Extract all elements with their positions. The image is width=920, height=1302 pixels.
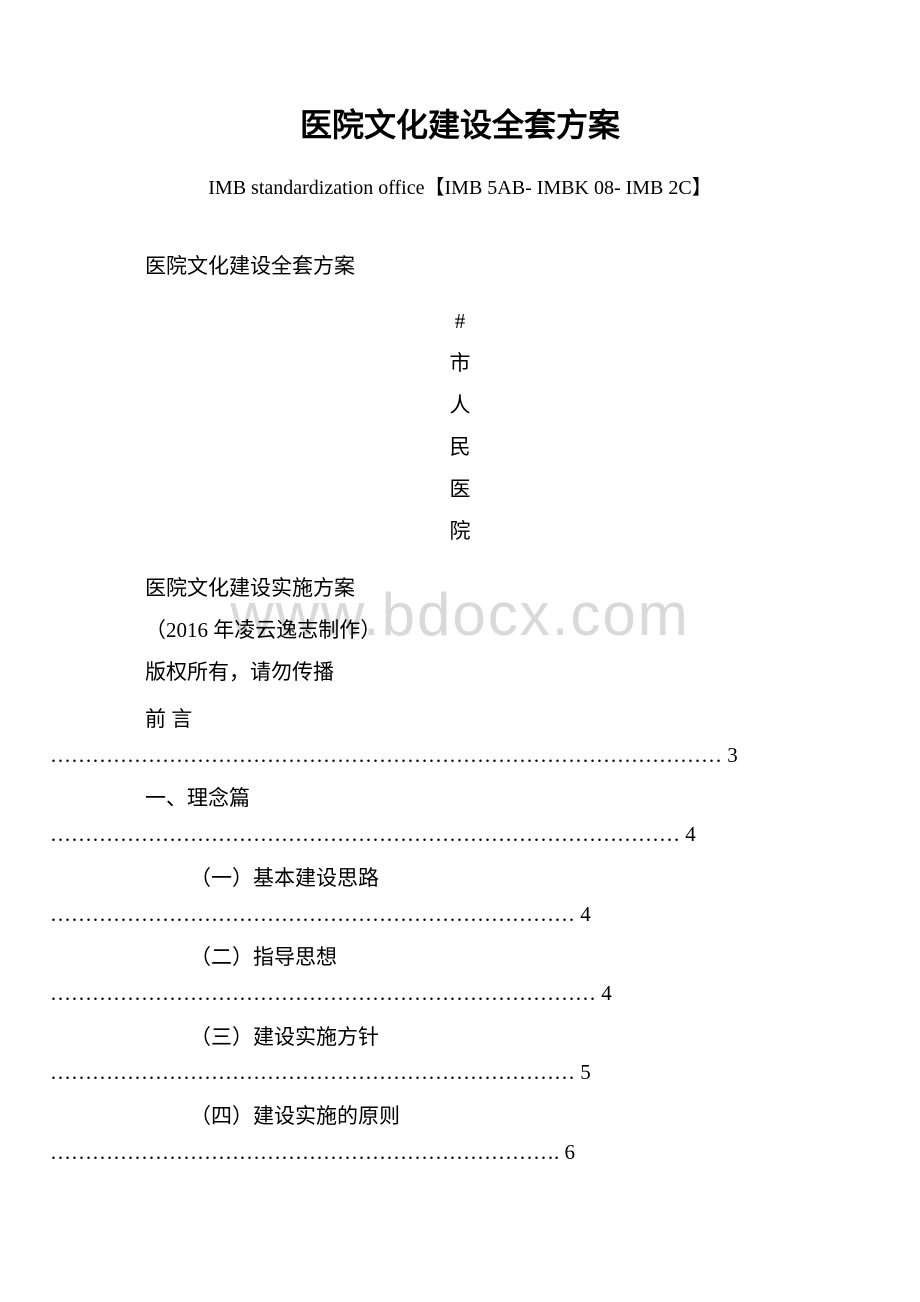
toc-section-1-3-dots: ………………………………………………………………… 5	[50, 1056, 870, 1090]
vertical-char: 民	[50, 426, 870, 468]
author-line: （2016 年凌云逸志制作）	[145, 609, 870, 651]
toc-section-1-dots: ……………………………………………………………………………… 4	[50, 818, 870, 852]
toc-section-1-2-dots: …………………………………………………………………… 4	[50, 977, 870, 1011]
main-title: 医院文化建设全套方案	[50, 100, 870, 146]
vertical-char: 院	[50, 510, 870, 552]
vertical-char: 医	[50, 468, 870, 510]
vertical-char: 市	[50, 342, 870, 384]
toc-section-1-2: （二）指导思想	[190, 939, 870, 977]
toc-section-1-1: （一）基本建设思路	[190, 860, 870, 898]
toc-preface: 前 言	[145, 701, 870, 739]
vertical-char: #	[50, 300, 870, 342]
vertical-text-block: # 市 人 民 医 院	[50, 300, 870, 552]
section-title: 医院文化建设全套方案	[145, 250, 870, 280]
toc-section-1-1-dots: ………………………………………………………………… 4	[50, 898, 870, 932]
toc-section-1-4: （四）建设实施的原则	[190, 1098, 870, 1136]
toc-section-1-4-dots: ………………………………………………………………. 6	[50, 1136, 870, 1170]
toc-preface-dots: …………………………………………………………………………………… 3	[50, 739, 870, 773]
vertical-char: 人	[50, 384, 870, 426]
document-content: 医院文化建设全套方案 IMB standardization office【IM…	[50, 100, 870, 1169]
toc-section-1: 一、理念篇	[145, 780, 870, 818]
plan-title: 医院文化建设实施方案	[145, 567, 870, 609]
standardization-subtitle: IMB standardization office【IMB 5AB- IMBK…	[50, 171, 870, 200]
toc-section-1-3: （三）建设实施方针	[190, 1019, 870, 1057]
copyright-line: 版权所有，请勿传播	[145, 651, 870, 693]
